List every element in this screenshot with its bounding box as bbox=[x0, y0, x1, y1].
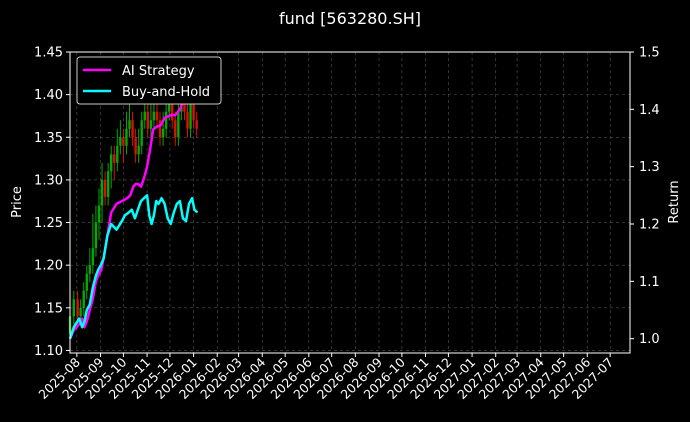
plot-frame bbox=[69, 51, 631, 354]
candle-body bbox=[158, 120, 162, 138]
candle-body bbox=[143, 111, 146, 121]
left-axis-ticks: 1.10 1.15 1.20 1.25 1.30 1.35 1.40 1.45 bbox=[34, 46, 70, 359]
y-tick-label: 1.10 bbox=[34, 344, 63, 359]
y2-axis-label: Return bbox=[667, 180, 682, 223]
candle-body bbox=[189, 94, 192, 129]
candle-body bbox=[177, 111, 180, 138]
legend: AI Strategy Buy-and-Hold bbox=[76, 56, 222, 105]
candle-body bbox=[106, 171, 110, 197]
candle-body bbox=[109, 154, 113, 172]
candle-body bbox=[195, 120, 198, 129]
candle-body bbox=[122, 137, 125, 146]
legend-label-ai-strategy: AI Strategy bbox=[122, 64, 195, 79]
candle-body bbox=[128, 120, 131, 129]
candle-body bbox=[100, 179, 104, 206]
candle-body bbox=[167, 103, 171, 112]
candle-body bbox=[155, 111, 159, 121]
y-tick-label: 1.30 bbox=[34, 173, 63, 188]
candle-body bbox=[152, 111, 156, 121]
legend-label-buy-and-hold: Buy-and-Hold bbox=[122, 85, 210, 100]
candle-body bbox=[174, 120, 177, 138]
candle-body bbox=[149, 120, 153, 129]
y2-tick-label: 1.1 bbox=[639, 275, 660, 290]
candle-body bbox=[161, 128, 165, 138]
candle-body bbox=[94, 222, 98, 249]
series-line-ai-strategy bbox=[68, 91, 192, 340]
candle-body bbox=[97, 205, 101, 223]
candle-body bbox=[113, 154, 116, 163]
candle-body bbox=[164, 111, 168, 129]
candle-body bbox=[131, 120, 134, 138]
right-axis-ticks: 1.0 1.1 1.2 1.3 1.4 1.5 bbox=[630, 46, 660, 347]
candle-body bbox=[192, 94, 195, 121]
chart-title: fund [563280.SH] bbox=[279, 9, 421, 28]
candle-body bbox=[119, 137, 122, 146]
y-tick-label: 1.35 bbox=[34, 131, 63, 146]
price-candles bbox=[68, 77, 198, 342]
candle-body bbox=[186, 111, 189, 129]
candle-body bbox=[72, 299, 76, 317]
y2-tick-label: 1.2 bbox=[639, 218, 660, 233]
candle-body bbox=[146, 111, 150, 129]
y-tick-label: 1.15 bbox=[34, 301, 63, 316]
y-tick-label: 1.40 bbox=[34, 88, 63, 103]
candle-body bbox=[171, 103, 174, 121]
candle-body bbox=[85, 273, 88, 291]
x-axis-ticks: 2025-082025-092025-102025-112025-122026-… bbox=[35, 353, 616, 402]
candle-body bbox=[137, 145, 140, 155]
y-tick-label: 1.20 bbox=[34, 259, 63, 274]
grid-lines bbox=[70, 51, 630, 353]
y2-tick-label: 1.4 bbox=[639, 103, 660, 118]
candle-body bbox=[103, 179, 107, 197]
y2-tick-label: 1.0 bbox=[639, 332, 660, 347]
candle-body bbox=[79, 307, 82, 317]
series-lines bbox=[68, 91, 199, 340]
candle-body bbox=[82, 290, 85, 308]
y-axis-label: Price bbox=[10, 186, 25, 218]
candle-body bbox=[134, 137, 137, 155]
series-line-buy-and-hold bbox=[68, 194, 199, 340]
candle-body bbox=[76, 299, 79, 317]
y-tick-label: 1.45 bbox=[34, 46, 63, 61]
candle-body bbox=[140, 120, 143, 146]
legend-box bbox=[76, 56, 222, 105]
candle-body bbox=[88, 265, 92, 274]
candle-body bbox=[91, 248, 95, 266]
y2-tick-label: 1.3 bbox=[639, 160, 660, 175]
candle-body bbox=[116, 145, 119, 163]
y-tick-label: 1.25 bbox=[34, 216, 63, 231]
y2-tick-label: 1.5 bbox=[639, 46, 660, 61]
candle-body bbox=[125, 128, 128, 146]
